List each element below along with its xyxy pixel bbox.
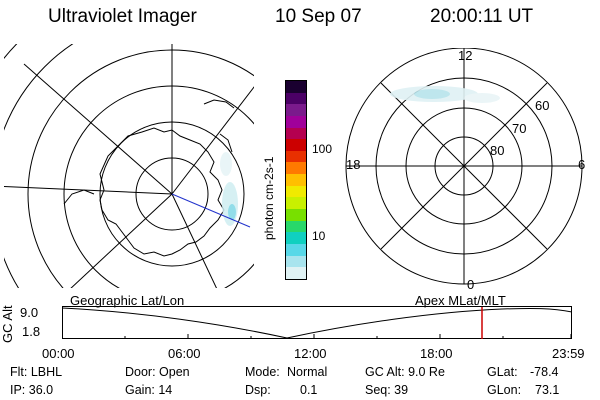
date-label: 10 Sep 07 xyxy=(275,6,362,27)
mlt-label-12: 12 xyxy=(458,48,473,63)
colorbar-segment xyxy=(286,197,306,210)
glon-label: GLon: xyxy=(487,383,522,397)
meridian xyxy=(171,86,254,195)
mlt-label-18: 18 xyxy=(346,157,361,172)
dsp-label: Dsp: xyxy=(245,383,271,397)
colorbar-segment xyxy=(286,220,306,233)
colorbar-unit: photon cm-2s-1 xyxy=(262,156,276,240)
colorbar-segment xyxy=(286,162,306,175)
subsolar-line xyxy=(171,193,251,228)
mlat-label-70: 70 xyxy=(512,121,527,136)
colorbar-segment xyxy=(286,255,306,268)
seq-info: Seq: 39 xyxy=(365,383,409,397)
colorbar-segment xyxy=(286,92,306,105)
gc-alt-axis-title: GC Alt xyxy=(0,305,15,343)
mode-label: Mode: xyxy=(245,365,280,379)
aurora-emission xyxy=(220,152,238,226)
dsp-value: 0.1 xyxy=(300,383,318,397)
meridian xyxy=(4,185,173,195)
mlat-label-60: 60 xyxy=(535,98,550,113)
meridian xyxy=(70,193,173,288)
glat-value: -78.4 xyxy=(530,365,559,379)
x-tick: 00:00 xyxy=(42,346,75,361)
colorbar-tick: 100 xyxy=(312,142,333,156)
mlt-line xyxy=(380,82,548,250)
colorbar-segment xyxy=(286,232,306,244)
colorbar-segment xyxy=(286,115,306,128)
coastline xyxy=(99,127,225,257)
x-tick: 18:00 xyxy=(420,346,453,361)
y-tick-9: 9.0 xyxy=(20,305,39,320)
y-tick-1-8: 1.8 xyxy=(22,324,41,339)
coastline xyxy=(219,133,233,153)
colorbar-segment xyxy=(286,267,306,279)
apex-label: Apex MLat/MLT xyxy=(415,293,506,308)
gc-alt-info: GC Alt: 9.0 Re xyxy=(365,365,445,379)
colorbar xyxy=(285,80,307,280)
meridian xyxy=(23,63,173,195)
x-tick: 06:00 xyxy=(168,346,201,361)
colorbar-segment xyxy=(286,104,306,116)
x-tick: 23:59 xyxy=(552,346,585,361)
mode-value: Normal xyxy=(287,365,328,379)
glon-value: 73.1 xyxy=(535,383,560,397)
mlt-label-0: 0 xyxy=(467,277,475,292)
mlat-label-80: 80 xyxy=(490,143,505,158)
aurora-emission xyxy=(390,86,500,103)
meridian xyxy=(171,193,217,288)
coastline xyxy=(63,189,95,205)
instrument-title: Ultraviolet Imager xyxy=(48,6,197,27)
magnetic-polar-plot xyxy=(345,48,583,285)
colorbar-segment xyxy=(286,209,306,221)
door-info: Door: Open xyxy=(125,365,190,379)
colorbar-tick: 10 xyxy=(312,229,326,243)
x-tick: 12:00 xyxy=(294,346,327,361)
colorbar-segment xyxy=(286,150,306,163)
colorbar-segment xyxy=(286,185,306,198)
filter-info: Flt: LBHL xyxy=(10,365,63,379)
altitude-curve xyxy=(62,307,572,339)
colorbar-segment xyxy=(286,127,306,140)
geographic-label: Geographic Lat/Lon xyxy=(70,293,185,308)
colorbar-segment xyxy=(286,81,306,93)
time-label: 20:00:11 UT xyxy=(430,6,534,27)
colorbar-segment xyxy=(286,243,306,256)
mlt-label-6: 6 xyxy=(578,157,586,172)
ip-info: IP: 36.0 xyxy=(10,383,54,397)
orbit-altitude-plot xyxy=(62,306,572,339)
colorbar-segment xyxy=(286,139,306,151)
colorbar-segment xyxy=(286,174,306,186)
geographic-map xyxy=(4,44,254,288)
glat-label: GLat: xyxy=(487,365,518,379)
gain-info: Gain: 14 xyxy=(125,383,173,397)
coastline xyxy=(203,99,235,109)
